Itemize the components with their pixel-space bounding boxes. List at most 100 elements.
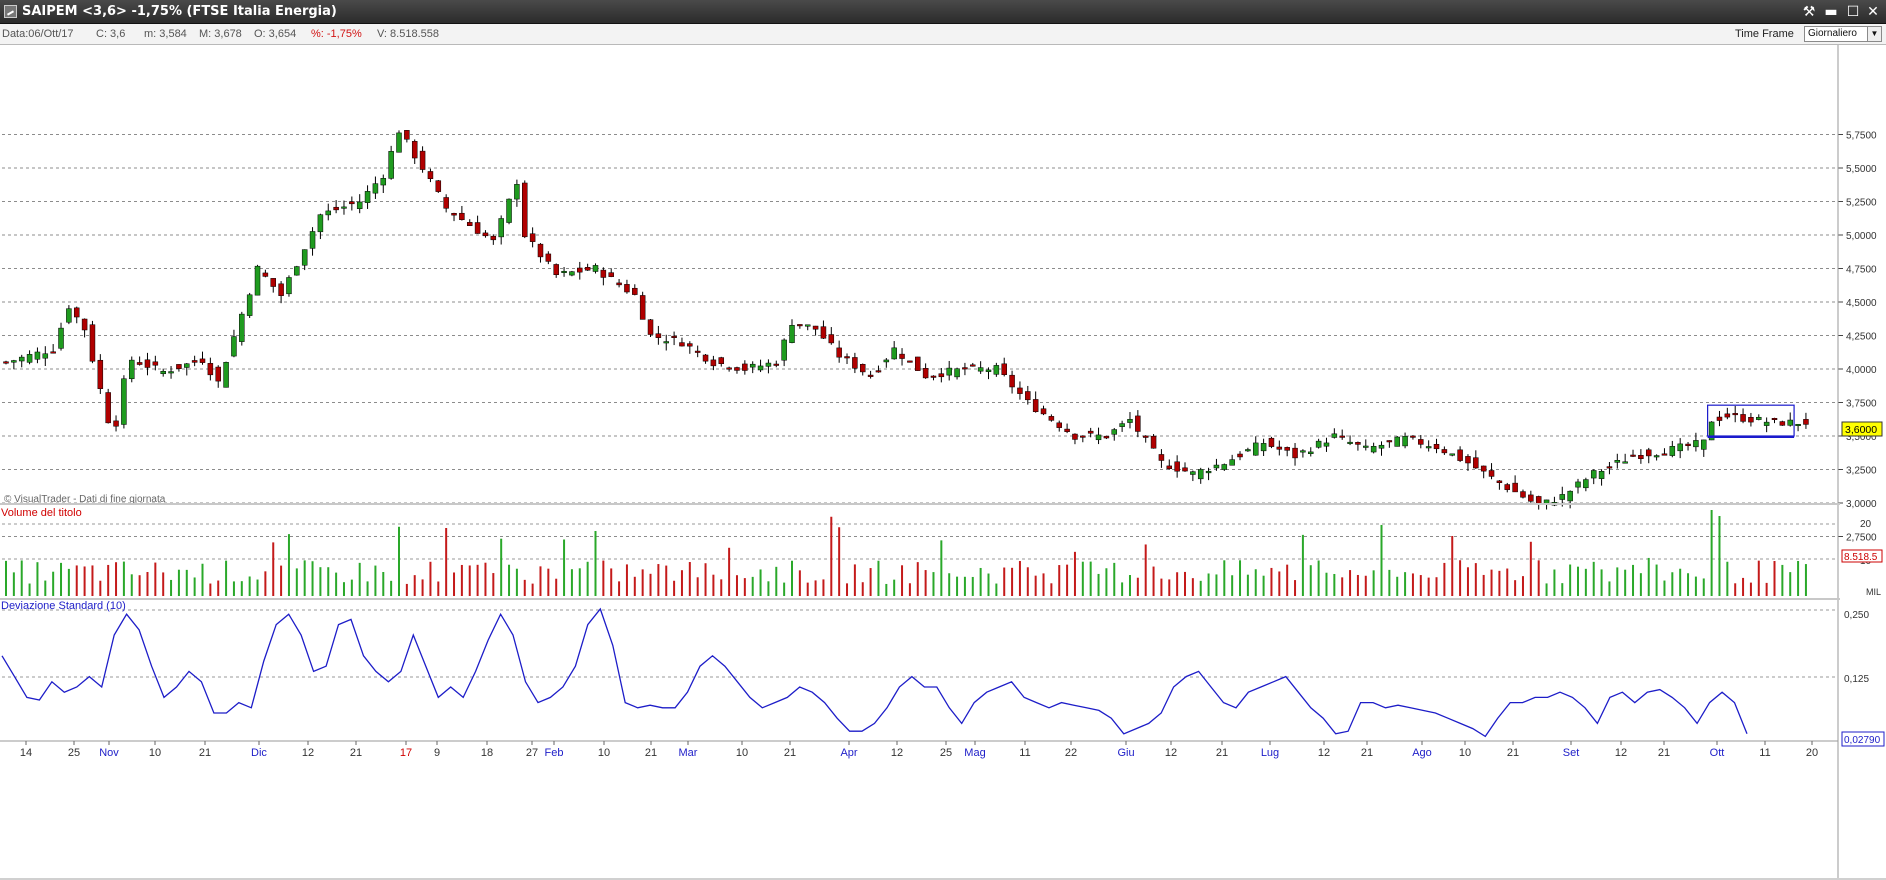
price-candle: [26, 354, 33, 363]
price-candle: [930, 375, 937, 378]
price-candle: [702, 354, 709, 362]
price-candle: [411, 141, 418, 159]
price-candle: [239, 313, 245, 342]
stddev-line: [1, 607, 1748, 738]
price-candle: [1040, 408, 1047, 415]
price-candle: [1583, 479, 1589, 489]
price-candle: [396, 132, 402, 153]
time-frame-select[interactable]: Giornaliero ▼: [1804, 26, 1882, 42]
price-candle: [1575, 481, 1581, 488]
price-candle: [215, 366, 221, 382]
price-candle: [1229, 459, 1235, 466]
price-candle: [1394, 436, 1400, 447]
price-candles: [3, 130, 1809, 510]
price-candle: [1630, 454, 1636, 457]
price-candle: [1669, 446, 1676, 456]
price-candle: [231, 336, 237, 357]
price-candle: [1433, 443, 1440, 450]
price-candle: [679, 342, 685, 347]
price-candle: [144, 359, 151, 368]
date-tick-label: 14: [20, 747, 32, 759]
price-candle: [1032, 399, 1039, 413]
price-candle: [734, 367, 740, 371]
dropdown-arrow-icon[interactable]: ▼: [1867, 27, 1881, 41]
price-candle: [1803, 419, 1809, 425]
date-tick-label: 12: [1615, 747, 1627, 759]
price-candle: [1567, 490, 1573, 502]
price-candle: [1339, 435, 1345, 438]
date-tick-label: 21: [1361, 747, 1373, 759]
price-candle: [1645, 449, 1652, 457]
price-candle: [514, 184, 520, 200]
price-candle: [325, 210, 332, 216]
price-candle: [624, 284, 630, 293]
price-candle: [726, 367, 732, 370]
price-candle: [1370, 446, 1377, 453]
price-candle: [836, 347, 842, 358]
date-tick-label: 12: [302, 747, 314, 759]
price-candle: [1221, 464, 1228, 470]
price-tag-box: [1841, 421, 1883, 437]
maximize-button[interactable]: ☐: [1846, 4, 1860, 20]
price-candle: [553, 264, 559, 275]
date-tick-label: 20: [1806, 747, 1818, 759]
price-candle: [1190, 471, 1196, 475]
price-candle: [655, 333, 662, 338]
price-candle: [922, 368, 929, 379]
price-candle: [765, 362, 772, 367]
price-candle: [1048, 416, 1055, 421]
price-tick-label: 4,2500: [1846, 332, 1877, 343]
date-tick-label: 21: [1658, 747, 1670, 759]
price-candle: [1378, 444, 1385, 449]
chart-area[interactable]: 2,7500 3,0000 3,2500 3,5000 3,7500 4,0000 4,25…: [0, 45, 1886, 878]
window-titlebar: SAIPEM <3,6> -1,75% (FTSE Italia Energia…: [0, 0, 1886, 24]
price-candle: [1795, 423, 1801, 427]
price-candle: [757, 365, 764, 371]
price-candle: [1260, 443, 1267, 452]
price-candle: [1779, 421, 1786, 426]
price-candle: [1252, 442, 1259, 456]
price-candle: [1622, 461, 1628, 464]
selection-box[interactable]: [1707, 404, 1795, 437]
price-candle: [333, 206, 339, 211]
price-candle: [372, 183, 379, 194]
price-candle: [891, 347, 897, 360]
price-candle: [1661, 453, 1668, 456]
price-tick-label: 4,7500: [1846, 265, 1877, 276]
price-candle: [1677, 443, 1683, 452]
price-candle: [577, 267, 583, 273]
price-candle: [1748, 417, 1754, 423]
price-candle: [1763, 421, 1770, 426]
price-candle: [1693, 440, 1699, 448]
settings-icon[interactable]: ⚒: [1802, 4, 1816, 20]
price-candle: [1708, 421, 1715, 441]
price-candle: [66, 308, 72, 323]
price-candle: [129, 359, 135, 380]
price-candle: [1614, 460, 1621, 463]
price-candle: [569, 271, 575, 276]
price-candle: [474, 222, 481, 234]
date-tick-label: 12: [1165, 747, 1177, 759]
price-candle: [42, 353, 49, 359]
quote-info-bar: Data:06/Ott/17 C: 3,6 m: 3,584 M: 3,678 …: [0, 24, 1886, 45]
price-candle: [294, 266, 300, 276]
date-tick-label: Ott: [1710, 747, 1725, 759]
price-candle: [1001, 363, 1007, 375]
price-candle: [749, 363, 756, 368]
price-candle: [993, 365, 1000, 375]
price-tick-label: 3,2500: [1846, 466, 1877, 477]
price-candle: [1716, 416, 1723, 421]
price-candle: [883, 359, 890, 363]
price-candle: [1363, 445, 1369, 448]
price-candle: [11, 360, 17, 363]
price-candle: [160, 370, 166, 375]
price-candle: [498, 218, 504, 238]
price-candle: [121, 378, 127, 425]
date-tick-label: 22: [1065, 747, 1077, 759]
price-candle: [184, 363, 190, 368]
minimize-button[interactable]: ▬: [1824, 4, 1838, 20]
close-button[interactable]: ✕: [1867, 4, 1879, 20]
window-title: SAIPEM <3,6> -1,75% (FTSE Italia Energia…: [22, 4, 337, 19]
price-candle: [97, 359, 104, 389]
price-candle: [1135, 415, 1141, 432]
